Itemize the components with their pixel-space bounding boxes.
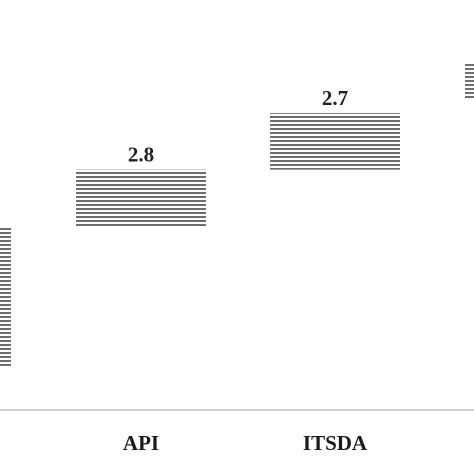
bar-offscreen-0 <box>0 226 11 368</box>
data-label-api: 2.8 <box>128 143 154 167</box>
x-tick-label-itsda: ITSDA <box>303 431 368 455</box>
data-labels-group: 2.8 2.7 <box>128 86 348 167</box>
bar-offscreen-3 <box>465 63 474 99</box>
bar-itsda <box>270 113 400 170</box>
tick-labels-group: API ITSDA <box>123 431 368 455</box>
bars-group <box>0 63 474 368</box>
x-tick-label-api: API <box>123 431 159 455</box>
bar-api <box>76 169 206 227</box>
data-label-itsda: 2.7 <box>322 86 348 110</box>
